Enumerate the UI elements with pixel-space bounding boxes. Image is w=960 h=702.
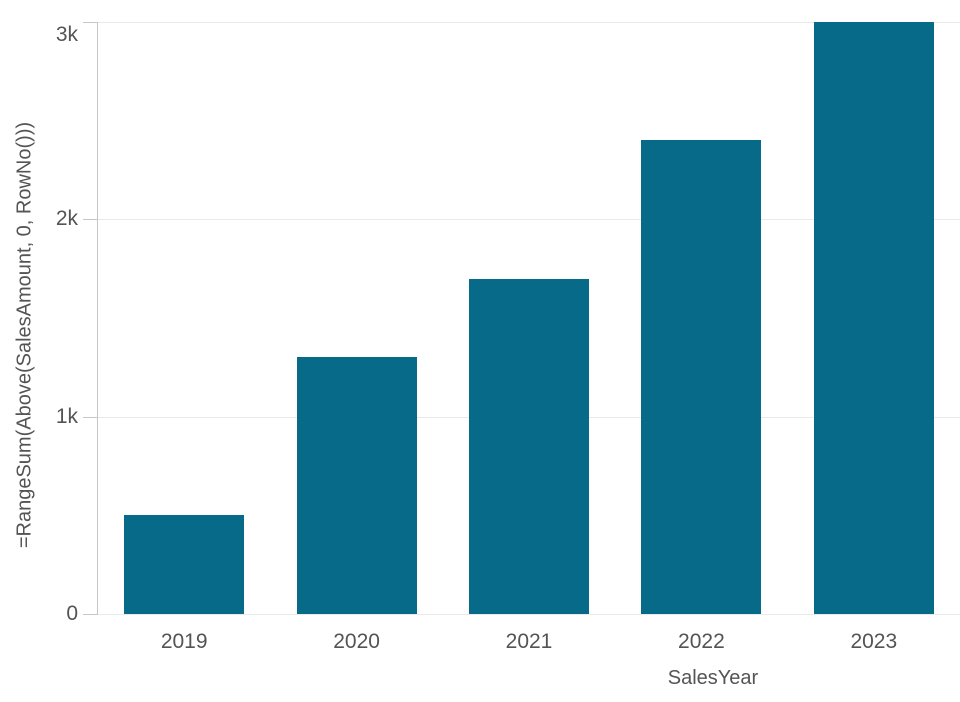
y-tick-label: 1k bbox=[55, 404, 78, 428]
y-gridline bbox=[98, 614, 960, 615]
y-tick-label: 0 bbox=[66, 602, 78, 625]
x-tick-label: 2019 bbox=[160, 630, 208, 653]
y-gridline bbox=[98, 22, 960, 23]
y-tick-mark bbox=[83, 614, 98, 615]
x-tick-label: 2022 bbox=[678, 630, 725, 653]
y-axis-title: =RangeSum(Above(SalesAmount, 0, RowNo())… bbox=[13, 121, 36, 549]
bar-2021[interactable] bbox=[469, 278, 589, 614]
y-tick-mark bbox=[83, 219, 98, 221]
y-gridline bbox=[98, 219, 960, 221]
y-axis-line bbox=[97, 22, 98, 615]
x-tick-label: 2023 bbox=[850, 630, 898, 653]
x-axis-title: SalesYear bbox=[667, 667, 759, 689]
x-tick-label: 2021 bbox=[505, 630, 553, 653]
y-tick-mark bbox=[83, 22, 98, 23]
y-tick-mark bbox=[83, 416, 98, 418]
bar-2019[interactable] bbox=[124, 515, 245, 614]
bar-2023[interactable] bbox=[813, 22, 934, 614]
y-tick-label: 2k bbox=[55, 207, 78, 231]
bar-2022[interactable] bbox=[641, 140, 762, 614]
bar-2020[interactable] bbox=[296, 357, 417, 614]
x-tick-label: 2020 bbox=[333, 630, 380, 653]
y-tick-label: 3k bbox=[55, 23, 78, 46]
